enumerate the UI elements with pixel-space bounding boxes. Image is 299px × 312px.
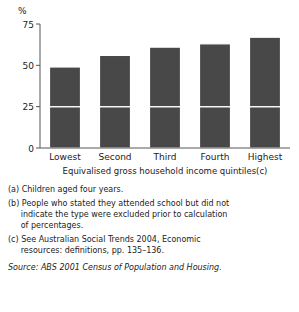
x-tick-label: Highest — [248, 152, 283, 162]
y-tick-label: 0 — [28, 144, 34, 154]
bar-segment — [150, 107, 181, 148]
y-tick-label: 25 — [23, 102, 34, 112]
bar-segment — [150, 47, 181, 107]
y-tick — [36, 65, 40, 66]
y-axis — [40, 24, 41, 148]
y-tick — [36, 24, 40, 25]
x-axis — [40, 148, 290, 149]
bar-segment — [250, 37, 281, 106]
y-tick — [36, 148, 40, 149]
y-tick-label: 50 — [23, 61, 35, 71]
footnote: indicate the type were excluded prior to… — [8, 210, 227, 219]
footnote: resources: definitions, pp. 135–136. — [8, 246, 164, 255]
bar-segment — [200, 44, 231, 107]
bar-segment — [100, 55, 131, 106]
footnote: (b) People who stated they attended scho… — [8, 199, 229, 208]
x-tick-label: Lowest — [49, 152, 81, 162]
y-tick-label: 75 — [23, 20, 34, 30]
x-axis-label: Equivalised gross household income quint… — [63, 166, 268, 176]
chart: 0 25 50 75 Lowest Second Third Fourth Highest% Eq… — [0, 0, 299, 312]
bar-segment — [250, 107, 281, 148]
bars — [50, 37, 281, 148]
footnote: Source: ABS 2001 Census of Population an… — [8, 263, 222, 272]
x-tick-label: Fourth — [201, 152, 230, 162]
footnote: (c) See Australian Social Trends 2004, E… — [8, 235, 201, 244]
y-tick — [36, 106, 40, 107]
footnote: of percentages. — [8, 221, 83, 230]
y-axis-label: % — [18, 6, 27, 16]
x-tick-label: Second — [98, 152, 131, 162]
footnote: (a) Children aged four years. — [8, 185, 123, 194]
bar-segment — [50, 107, 81, 148]
bar-segment — [100, 107, 131, 148]
x-tick-label: Third — [153, 152, 177, 162]
bar-segment — [50, 67, 81, 107]
bar-segment — [200, 107, 231, 148]
